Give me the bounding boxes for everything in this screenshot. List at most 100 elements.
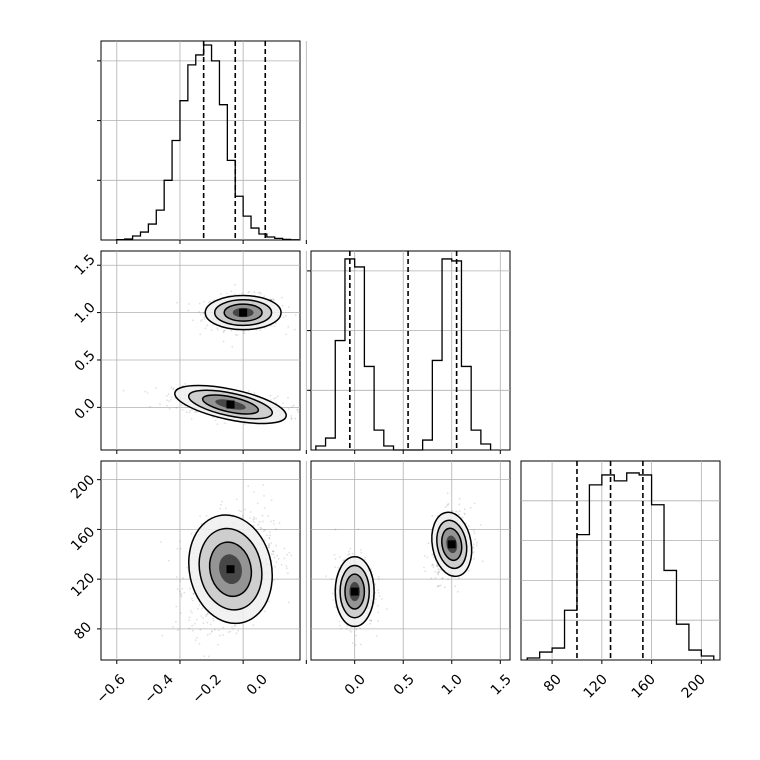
scatter-point: [291, 405, 294, 408]
scatter-point: [273, 299, 275, 302]
scatter-point: [290, 415, 293, 417]
scatter-point: [198, 302, 201, 305]
scatter-point: [205, 613, 208, 616]
scatter-point: [253, 521, 255, 523]
scatter-point: [161, 634, 164, 637]
scatter-point: [252, 624, 255, 627]
contour: [187, 389, 274, 420]
scatter-point: [252, 524, 255, 527]
scatter-point: [219, 503, 222, 506]
scatter-point: [273, 325, 276, 328]
scatter-point: [205, 615, 208, 617]
scatter-point: [191, 408, 193, 411]
scatter-point: [364, 558, 366, 561]
scatter-point: [188, 616, 191, 619]
scatter-point: [176, 588, 179, 591]
contour-block: [334, 511, 473, 628]
scatter-point: [256, 502, 259, 505]
scatter-point: [330, 578, 333, 581]
scatter-point: [155, 387, 158, 390]
scatter-point: [231, 346, 234, 348]
scatter-point: [277, 557, 280, 560]
scatter-point: [206, 634, 209, 636]
scatter-point: [175, 407, 178, 409]
scatter-point: [346, 625, 349, 627]
scatter-point: [354, 644, 357, 646]
scatter-point: [189, 587, 191, 590]
scatter-point: [263, 610, 266, 613]
scatter-point: [242, 330, 245, 333]
scatter-point: [334, 528, 337, 531]
scatter-point: [257, 292, 260, 294]
scatter-point: [206, 613, 209, 616]
scatter-point: [197, 607, 199, 610]
panel-hist-p2: [310, 250, 511, 451]
scatter-point: [348, 629, 351, 632]
scatter-point: [172, 387, 175, 390]
scatter-point: [287, 601, 290, 604]
contour-block: [174, 294, 287, 425]
scatter-point: [437, 572, 439, 575]
scatter-point: [377, 589, 379, 592]
scatter-point: [179, 612, 182, 615]
scatter-point: [283, 547, 286, 550]
contour: [204, 294, 282, 331]
scatter-point: [203, 317, 206, 320]
scatter-point: [264, 529, 266, 532]
scatter-point: [259, 291, 261, 294]
scatter-point: [243, 332, 246, 335]
scatter-point: [350, 630, 353, 633]
scatter-point: [458, 497, 461, 500]
scatter-point: [375, 598, 377, 601]
scatter-point: [337, 566, 339, 569]
scatter-point: [222, 331, 225, 334]
scatter-point: [200, 615, 203, 617]
scatter-point: [222, 634, 225, 636]
scatter-point: [219, 634, 221, 637]
scatter-point: [355, 634, 358, 637]
scatter-point: [268, 546, 271, 549]
scatter-point: [294, 314, 297, 316]
scatter-point: [181, 588, 184, 590]
scatter-point: [431, 563, 434, 566]
contour-lines: [174, 294, 473, 628]
scatter-point: [255, 517, 258, 520]
density-peak: [226, 565, 235, 574]
scatter-point: [168, 408, 171, 410]
scatter-point: [385, 608, 388, 610]
scatter-point: [423, 566, 425, 569]
scatter-point: [378, 578, 380, 580]
scatter-point: [203, 301, 205, 303]
scatter-point: [268, 544, 270, 547]
scatter-point: [180, 592, 182, 595]
scatter-point: [236, 334, 239, 336]
contour: [198, 527, 263, 611]
scatter-point: [424, 570, 427, 573]
scatter-point: [235, 498, 238, 501]
contour-block: [188, 514, 274, 625]
scatter-point: [206, 621, 209, 624]
scatter-point: [258, 520, 261, 523]
scatter-point: [432, 566, 435, 569]
scatter-point: [281, 296, 283, 299]
scatter-point: [275, 561, 278, 563]
scatter-point: [149, 405, 152, 408]
scatter-point: [287, 572, 289, 575]
scatter-point: [273, 523, 275, 525]
scatter-point: [182, 577, 184, 580]
scatter-point: [183, 591, 186, 594]
scatter-point: [274, 528, 277, 530]
contour: [339, 564, 370, 619]
scatter-point: [238, 509, 241, 512]
scatter-point: [459, 510, 461, 512]
scatter-point: [247, 291, 250, 294]
scatter-point: [208, 632, 211, 635]
scatter-point: [349, 547, 352, 550]
scatter-point: [304, 404, 306, 406]
scatter-point: [304, 420, 306, 422]
scatter-point: [275, 544, 277, 547]
scatter-point: [284, 315, 287, 317]
scatter-point: [339, 556, 341, 558]
scatter-point: [219, 507, 222, 510]
scatter-point: [467, 570, 470, 572]
